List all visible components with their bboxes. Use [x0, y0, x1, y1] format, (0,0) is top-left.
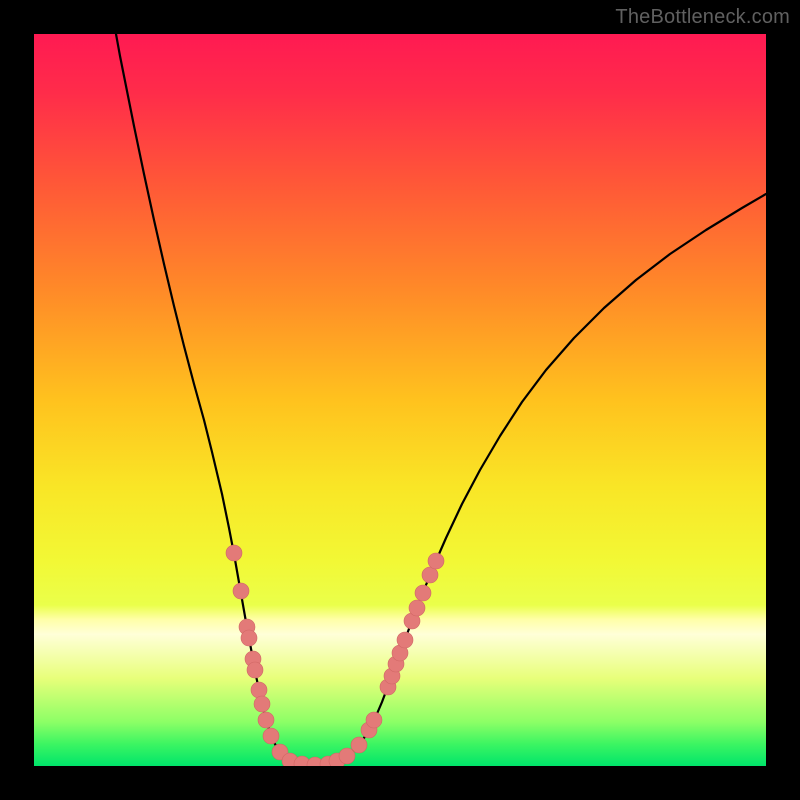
data-marker [351, 737, 367, 753]
data-marker [263, 728, 279, 744]
data-marker [366, 712, 382, 728]
data-marker [397, 632, 413, 648]
data-marker [428, 553, 444, 569]
data-marker [254, 696, 270, 712]
data-marker [241, 630, 257, 646]
data-marker [251, 682, 267, 698]
data-marker [258, 712, 274, 728]
watermark-text: TheBottleneck.com [615, 6, 790, 29]
data-marker [422, 567, 438, 583]
data-marker [409, 600, 425, 616]
data-marker [247, 662, 263, 678]
plot-area [34, 34, 766, 766]
data-marker [226, 545, 242, 561]
chart-svg [34, 34, 766, 766]
data-marker [233, 583, 249, 599]
chart-frame: TheBottleneck.com [0, 0, 800, 800]
data-marker [415, 585, 431, 601]
data-marker [339, 748, 355, 764]
